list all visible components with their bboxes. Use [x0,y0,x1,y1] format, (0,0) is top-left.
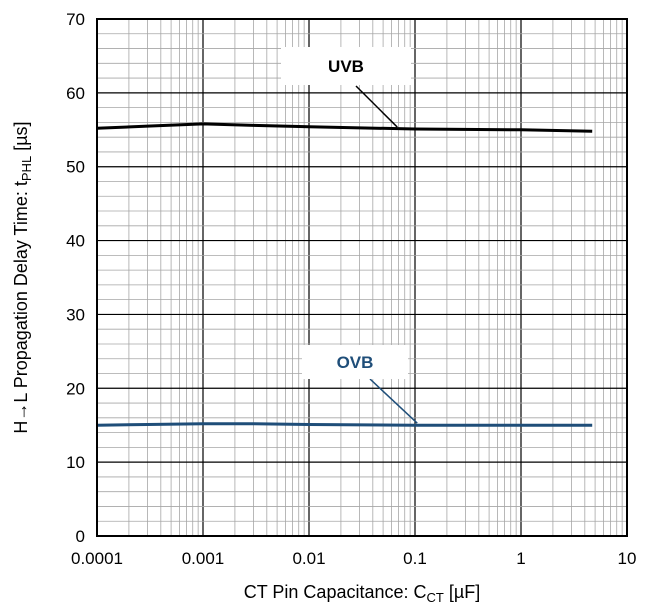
y-tick-label: 70 [66,10,85,29]
callout-leader-uvb [355,85,398,128]
callout-box-ovb [302,345,408,379]
series-label-ovb: OVB [337,353,374,372]
x-axis-label: CT Pin Capacitance: CCT [µF] [244,582,480,605]
grid [97,19,627,536]
series-line-ovb [96,422,593,427]
y-tick-label: 10 [66,453,85,472]
y-tick-label: 0 [76,527,85,546]
x-tick-label: 0.0001 [71,549,123,568]
y-tick-label: 20 [66,379,85,398]
series-callouts: UVB OVB [281,47,418,424]
x-tick-label: 0.1 [403,549,427,568]
x-tick-label: 10 [618,549,637,568]
y-tick-label: 30 [66,305,85,324]
y-tick-label: 40 [66,232,85,251]
x-tick-label: 0.001 [182,549,225,568]
series-line-uvb [96,122,593,133]
series-label-uvb: UVB [328,57,364,76]
x-tick-label: 1 [516,549,525,568]
y-axis-label: H→L Propagation Delay Time: tPHL [µs] [11,121,34,433]
callout-box-uvb [281,47,411,85]
x-tick-label: 0.01 [292,549,325,568]
y-tick-label: 60 [66,84,85,103]
series-lines [96,122,593,427]
y-tick-label: 50 [66,158,85,177]
callout-leader-ovb [369,378,418,424]
tick-labels: 0.0001 0.001 0.01 0.1 1 10 0 10 20 30 40 50 60 70 [66,10,636,568]
plot-frame [96,18,628,537]
